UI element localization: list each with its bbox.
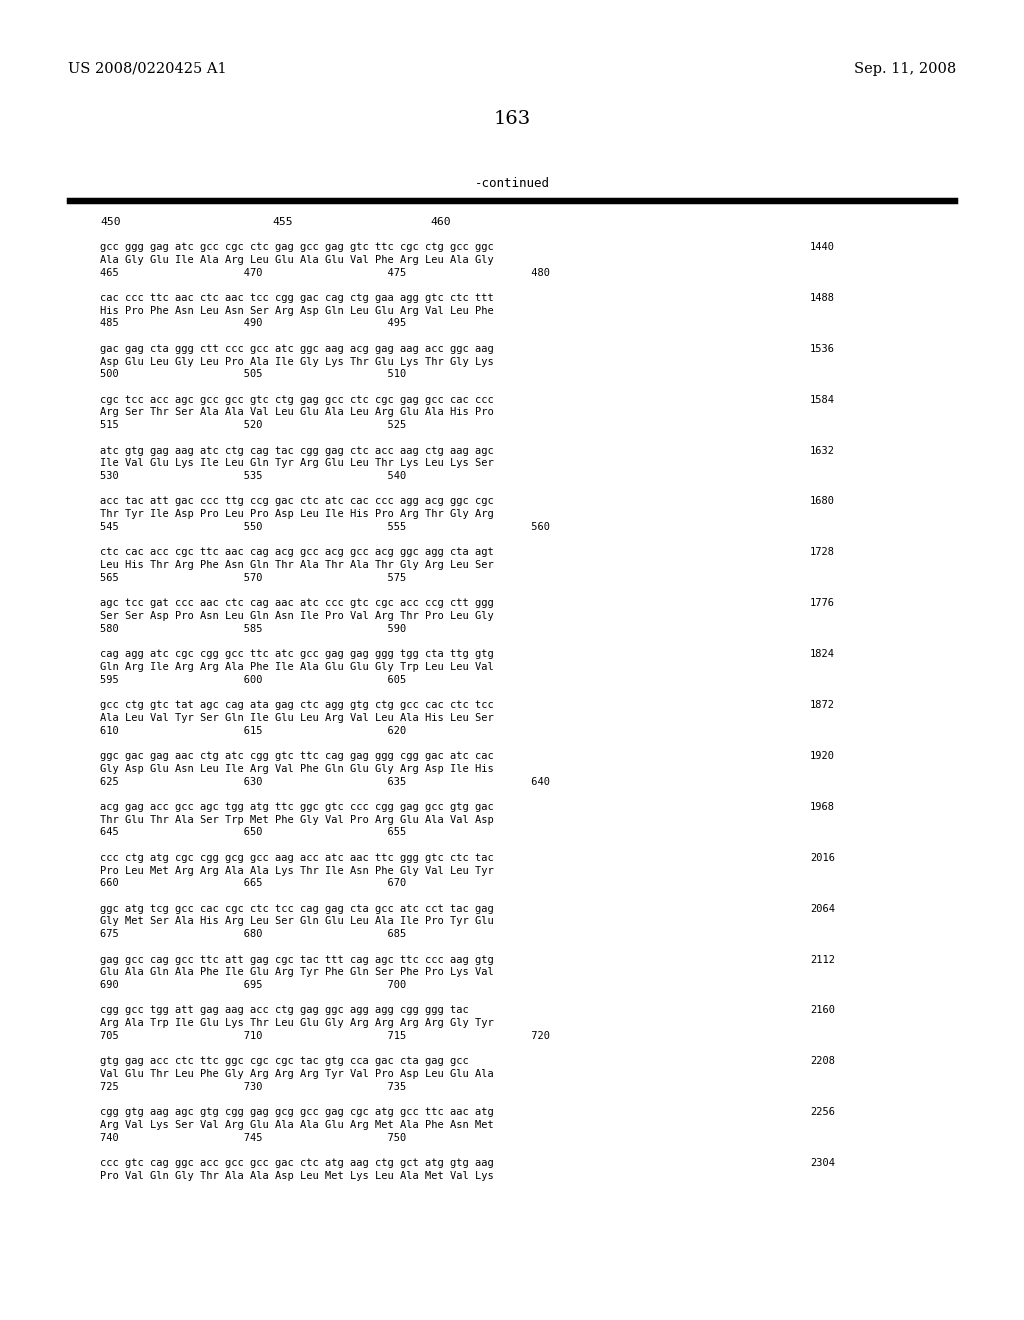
Text: Arg Ala Trp Ile Glu Lys Thr Leu Glu Gly Arg Arg Arg Arg Gly Tyr: Arg Ala Trp Ile Glu Lys Thr Leu Glu Gly … <box>100 1018 494 1028</box>
Text: 2112: 2112 <box>810 954 835 965</box>
Text: 455: 455 <box>272 216 293 227</box>
Text: Ser Ser Asp Pro Asn Leu Gln Asn Ile Pro Val Arg Thr Pro Leu Gly: Ser Ser Asp Pro Asn Leu Gln Asn Ile Pro … <box>100 611 494 622</box>
Text: 1824: 1824 <box>810 649 835 659</box>
Text: Arg Ser Thr Ser Ala Ala Val Leu Glu Ala Leu Arg Glu Ala His Pro: Arg Ser Thr Ser Ala Ala Val Leu Glu Ala … <box>100 408 494 417</box>
Text: -continued: -continued <box>474 177 550 190</box>
Text: 2064: 2064 <box>810 904 835 913</box>
Text: 485                    490                    495: 485 490 495 <box>100 318 407 329</box>
Text: 1440: 1440 <box>810 242 835 252</box>
Text: 1920: 1920 <box>810 751 835 762</box>
Text: 1584: 1584 <box>810 395 835 405</box>
Text: Gly Met Ser Ala His Arg Leu Ser Gln Glu Leu Ala Ile Pro Tyr Glu: Gly Met Ser Ala His Arg Leu Ser Gln Glu … <box>100 916 494 927</box>
Text: Ala Gly Glu Ile Ala Arg Leu Glu Ala Glu Val Phe Arg Leu Ala Gly: Ala Gly Glu Ile Ala Arg Leu Glu Ala Glu … <box>100 255 494 265</box>
Text: atc gtg gag aag atc ctg cag tac cgg gag ctc acc aag ctg aag agc: atc gtg gag aag atc ctg cag tac cgg gag … <box>100 446 494 455</box>
Text: 1536: 1536 <box>810 343 835 354</box>
Text: 1680: 1680 <box>810 496 835 507</box>
Text: 2208: 2208 <box>810 1056 835 1067</box>
Text: 465                    470                    475                    480: 465 470 475 480 <box>100 268 550 277</box>
Text: Pro Val Gln Gly Thr Ala Ala Asp Leu Met Lys Leu Ala Met Val Lys: Pro Val Gln Gly Thr Ala Ala Asp Leu Met … <box>100 1171 494 1181</box>
Text: gac gag cta ggg ctt ccc gcc atc ggc aag acg gag aag acc ggc aag: gac gag cta ggg ctt ccc gcc atc ggc aag … <box>100 343 494 354</box>
Text: 163: 163 <box>494 110 530 128</box>
Text: US 2008/0220425 A1: US 2008/0220425 A1 <box>68 62 226 77</box>
Text: gag gcc cag gcc ttc att gag cgc tac ttt cag agc ttc ccc aag gtg: gag gcc cag gcc ttc att gag cgc tac ttt … <box>100 954 494 965</box>
Text: ccc gtc cag ggc acc gcc gcc gac ctc atg aag ctg gct atg gtg aag: ccc gtc cag ggc acc gcc gcc gac ctc atg … <box>100 1158 494 1168</box>
Text: 595                    600                    605: 595 600 605 <box>100 675 407 685</box>
Text: 1872: 1872 <box>810 700 835 710</box>
Text: Gly Asp Glu Asn Leu Ile Arg Val Phe Gln Glu Gly Arg Asp Ile His: Gly Asp Glu Asn Leu Ile Arg Val Phe Gln … <box>100 764 494 774</box>
Text: cgg gtg aag agc gtg cgg gag gcg gcc gag cgc atg gcc ttc aac atg: cgg gtg aag agc gtg cgg gag gcg gcc gag … <box>100 1107 494 1117</box>
Text: ggc gac gag aac ctg atc cgg gtc ttc cag gag ggg cgg gac atc cac: ggc gac gag aac ctg atc cgg gtc ttc cag … <box>100 751 494 762</box>
Text: 545                    550                    555                    560: 545 550 555 560 <box>100 523 550 532</box>
Text: 460: 460 <box>430 216 451 227</box>
Text: 2304: 2304 <box>810 1158 835 1168</box>
Text: 580                    585                    590: 580 585 590 <box>100 624 407 634</box>
Text: Ala Leu Val Tyr Ser Gln Ile Glu Leu Arg Val Leu Ala His Leu Ser: Ala Leu Val Tyr Ser Gln Ile Glu Leu Arg … <box>100 713 494 723</box>
Text: Gln Arg Ile Arg Arg Ala Phe Ile Ala Glu Glu Gly Trp Leu Leu Val: Gln Arg Ile Arg Arg Ala Phe Ile Ala Glu … <box>100 663 494 672</box>
Text: ggc atg tcg gcc cac cgc ctc tcc cag gag cta gcc atc cct tac gag: ggc atg tcg gcc cac cgc ctc tcc cag gag … <box>100 904 494 913</box>
Text: Thr Glu Thr Ala Ser Trp Met Phe Gly Val Pro Arg Glu Ala Val Asp: Thr Glu Thr Ala Ser Trp Met Phe Gly Val … <box>100 814 494 825</box>
Text: 565                    570                    575: 565 570 575 <box>100 573 407 583</box>
Text: cgg gcc tgg att gag aag acc ctg gag ggc agg agg cgg ggg tac: cgg gcc tgg att gag aag acc ctg gag ggc … <box>100 1006 469 1015</box>
Text: 740                    745                    750: 740 745 750 <box>100 1133 407 1143</box>
Text: 2160: 2160 <box>810 1006 835 1015</box>
Text: 450: 450 <box>100 216 121 227</box>
Text: gtg gag acc ctc ttc ggc cgc cgc tac gtg cca gac cta gag gcc: gtg gag acc ctc ttc ggc cgc cgc tac gtg … <box>100 1056 469 1067</box>
Text: cgc tcc acc agc gcc gcc gtc ctg gag gcc ctc cgc gag gcc cac ccc: cgc tcc acc agc gcc gcc gtc ctg gag gcc … <box>100 395 494 405</box>
Text: 690                    695                    700: 690 695 700 <box>100 981 407 990</box>
Text: 530                    535                    540: 530 535 540 <box>100 471 407 482</box>
Text: His Pro Phe Asn Leu Asn Ser Arg Asp Gln Leu Glu Arg Val Leu Phe: His Pro Phe Asn Leu Asn Ser Arg Asp Gln … <box>100 306 494 315</box>
Text: 625                    630                    635                    640: 625 630 635 640 <box>100 776 550 787</box>
Text: 1488: 1488 <box>810 293 835 302</box>
Text: Leu His Thr Arg Phe Asn Gln Thr Ala Thr Ala Thr Gly Arg Leu Ser: Leu His Thr Arg Phe Asn Gln Thr Ala Thr … <box>100 560 494 570</box>
Text: acg gag acc gcc agc tgg atg ttc ggc gtc ccc cgg gag gcc gtg gac: acg gag acc gcc agc tgg atg ttc ggc gtc … <box>100 801 494 812</box>
Text: Ile Val Glu Lys Ile Leu Gln Tyr Arg Glu Leu Thr Lys Leu Lys Ser: Ile Val Glu Lys Ile Leu Gln Tyr Arg Glu … <box>100 458 494 469</box>
Text: cac ccc ttc aac ctc aac tcc cgg gac cag ctg gaa agg gtc ctc ttt: cac ccc ttc aac ctc aac tcc cgg gac cag … <box>100 293 494 302</box>
Text: gcc ggg gag atc gcc cgc ctc gag gcc gag gtc ttc cgc ctg gcc ggc: gcc ggg gag atc gcc cgc ctc gag gcc gag … <box>100 242 494 252</box>
Text: 515                    520                    525: 515 520 525 <box>100 420 407 430</box>
Text: 645                    650                    655: 645 650 655 <box>100 828 407 837</box>
Text: gcc ctg gtc tat agc cag ata gag ctc agg gtg ctg gcc cac ctc tcc: gcc ctg gtc tat agc cag ata gag ctc agg … <box>100 700 494 710</box>
Text: Glu Ala Gln Ala Phe Ile Glu Arg Tyr Phe Gln Ser Phe Pro Lys Val: Glu Ala Gln Ala Phe Ile Glu Arg Tyr Phe … <box>100 968 494 977</box>
Text: 1728: 1728 <box>810 548 835 557</box>
Text: 500                    505                    510: 500 505 510 <box>100 370 407 379</box>
Text: 1632: 1632 <box>810 446 835 455</box>
Text: 660                    665                    670: 660 665 670 <box>100 878 407 888</box>
Text: 610                    615                    620: 610 615 620 <box>100 726 407 735</box>
Text: ctc cac acc cgc ttc aac cag acg gcc acg gcc acg ggc agg cta agt: ctc cac acc cgc ttc aac cag acg gcc acg … <box>100 548 494 557</box>
Text: Arg Val Lys Ser Val Arg Glu Ala Ala Glu Arg Met Ala Phe Asn Met: Arg Val Lys Ser Val Arg Glu Ala Ala Glu … <box>100 1121 494 1130</box>
Text: ccc ctg atg cgc cgg gcg gcc aag acc atc aac ttc ggg gtc ctc tac: ccc ctg atg cgc cgg gcg gcc aag acc atc … <box>100 853 494 863</box>
Text: Sep. 11, 2008: Sep. 11, 2008 <box>854 62 956 77</box>
Text: cag agg atc cgc cgg gcc ttc atc gcc gag gag ggg tgg cta ttg gtg: cag agg atc cgc cgg gcc ttc atc gcc gag … <box>100 649 494 659</box>
Text: 1776: 1776 <box>810 598 835 609</box>
Text: acc tac att gac ccc ttg ccg gac ctc atc cac ccc agg acg ggc cgc: acc tac att gac ccc ttg ccg gac ctc atc … <box>100 496 494 507</box>
Text: agc tcc gat ccc aac ctc cag aac atc ccc gtc cgc acc ccg ctt ggg: agc tcc gat ccc aac ctc cag aac atc ccc … <box>100 598 494 609</box>
Text: Val Glu Thr Leu Phe Gly Arg Arg Arg Tyr Val Pro Asp Leu Glu Ala: Val Glu Thr Leu Phe Gly Arg Arg Arg Tyr … <box>100 1069 494 1080</box>
Text: Asp Glu Leu Gly Leu Pro Ala Ile Gly Lys Thr Glu Lys Thr Gly Lys: Asp Glu Leu Gly Leu Pro Ala Ile Gly Lys … <box>100 356 494 367</box>
Text: 1968: 1968 <box>810 801 835 812</box>
Text: 705                    710                    715                    720: 705 710 715 720 <box>100 1031 550 1041</box>
Text: 725                    730                    735: 725 730 735 <box>100 1082 407 1092</box>
Text: Thr Tyr Ile Asp Pro Leu Pro Asp Leu Ile His Pro Arg Thr Gly Arg: Thr Tyr Ile Asp Pro Leu Pro Asp Leu Ile … <box>100 510 494 519</box>
Text: 2016: 2016 <box>810 853 835 863</box>
Text: 675                    680                    685: 675 680 685 <box>100 929 407 940</box>
Text: 2256: 2256 <box>810 1107 835 1117</box>
Text: Pro Leu Met Arg Arg Ala Ala Lys Thr Ile Asn Phe Gly Val Leu Tyr: Pro Leu Met Arg Arg Ala Ala Lys Thr Ile … <box>100 866 494 875</box>
